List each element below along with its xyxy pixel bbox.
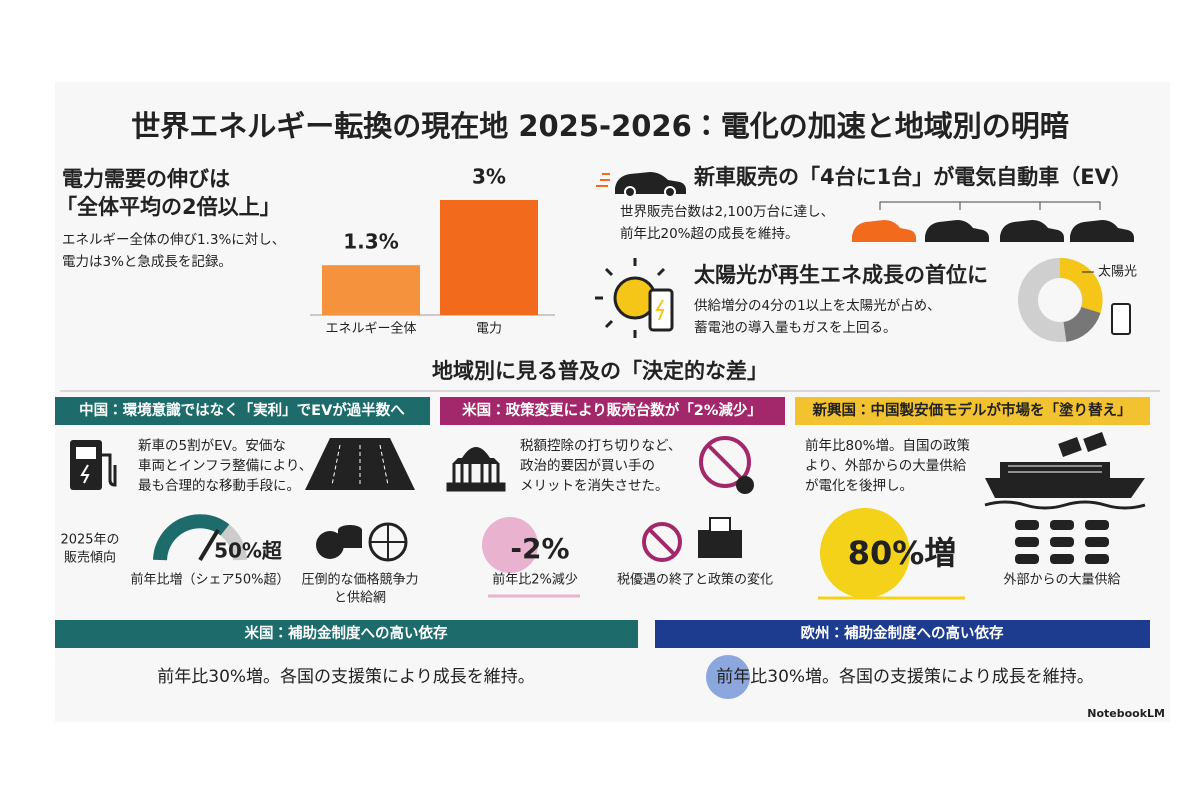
stat-circle — [820, 508, 910, 598]
demand-heading: 電力需要の伸びは — [62, 167, 230, 191]
region-text: 最も合理的な移動手段に。 — [138, 478, 300, 494]
bar-category-label: エネルギー全体 — [325, 322, 416, 337]
stat: 50%超 — [214, 539, 283, 563]
bottom-text: 前年比30%増。各国の支援策により成長を維持。 — [157, 667, 534, 687]
caption: 外部からの大量供給 — [1003, 573, 1120, 588]
bottom-header: 米国：補助金制度への高い依存 — [245, 624, 448, 642]
solar-text: 供給増分の4分の1以上を太陽光が占め、 — [694, 298, 941, 314]
demand-text: 電力は3%と急成長を記録。 — [62, 254, 232, 270]
ship-icon — [984, 432, 1146, 510]
bar-category-label: 電力 — [476, 322, 502, 337]
caption: 圧倒的な価格競争力 — [301, 572, 418, 588]
stat-caption: 前年比2%減少 — [492, 572, 578, 588]
region-text: より、外部からの大量供給 — [805, 458, 967, 474]
title: 世界エネルギー転換の現在地 2025-2026：電化の加速と地域別の明暗 — [131, 109, 1069, 143]
region-header-bg — [795, 397, 1150, 425]
stat-circle — [482, 517, 538, 573]
side-label: 販売傾向 — [64, 550, 116, 566]
section-title: 地域別に見る普及の「決定的な差」 — [432, 359, 768, 383]
bar-value-label: 3% — [472, 165, 506, 189]
region-header: 新興国：中国製安価モデルが市場を「塗り替え」 — [812, 401, 1132, 419]
ballot-icon — [642, 517, 742, 562]
region-text: が電化を後押し。 — [805, 478, 913, 494]
demand-text: エネルギー全体の伸び1.3%に対し、 — [62, 232, 285, 248]
region-text: 車両とインフラ整備により、 — [138, 458, 312, 474]
solar-text: 蓄電池の導入量もガスを上回る。 — [694, 320, 897, 336]
ev-heading: 新車販売の「4台に1台」が電気自動車（EV） — [693, 165, 1132, 189]
donut-legend: 太陽光 — [1098, 265, 1137, 280]
bar-chart: 1.3% エネルギー全体 3% 電力 — [310, 165, 555, 337]
car-icon — [596, 172, 686, 198]
ev-text: 世界販売台数は2,100万台に達し、 — [620, 204, 834, 220]
region-text: 新車の5割がEV。安価な — [138, 438, 286, 454]
stat-caption: 前年比増（シェア50%超） — [131, 572, 290, 588]
donut — [1018, 258, 1131, 342]
bottom-header-bg — [655, 620, 1150, 648]
caption: 税優遇の終了と政策の変化 — [617, 572, 773, 588]
demand-heading: 「全体平均の2倍以上」 — [56, 195, 281, 219]
traffic-icon — [305, 438, 415, 490]
region-header: 中国：環境意識ではなく「実利」でEVが過半数へ — [79, 401, 405, 419]
region-header-bg — [55, 397, 430, 425]
gauge — [153, 514, 247, 562]
bottom-text: 前年比30%増。各国の支援策により成長を維持。 — [716, 667, 1093, 687]
stat: -2% — [510, 532, 569, 565]
charger-icon — [70, 440, 117, 490]
side-label: 2025年の — [60, 533, 119, 548]
footer: NotebookLM — [1087, 707, 1165, 720]
region-header-bg — [440, 397, 785, 425]
bar — [440, 200, 538, 315]
region-text: 税額控除の打ち切りなど、 — [520, 437, 681, 454]
stat: 80%増 — [848, 534, 957, 572]
coins-globe-icon — [316, 522, 408, 562]
region-text: 政治的要因が買い手の — [520, 458, 655, 474]
capitol-icon — [446, 447, 506, 492]
ev-text: 前年比20%超の成長を維持。 — [620, 225, 799, 242]
no-money-icon — [699, 436, 754, 494]
region-header: 米国：政策変更により販売台数が「2%減少」 — [462, 401, 762, 419]
bar — [322, 265, 420, 315]
bottom-header: 欧州：補助金制度への高い依存 — [801, 624, 1004, 642]
region-text: メリットを消失させた。 — [520, 478, 669, 494]
cars-grid-icon — [1015, 520, 1109, 564]
bar-value-label: 1.3% — [343, 230, 398, 254]
solar-heading: 太陽光が再生エネ成長の首位に — [694, 263, 988, 287]
region-text: 前年比80%増。自国の政策 — [805, 437, 971, 454]
cars-row — [852, 201, 1134, 242]
bottom-circle — [706, 655, 750, 699]
caption: と供給網 — [334, 591, 386, 606]
bottom-header-bg — [55, 620, 638, 648]
sun-icon — [595, 258, 674, 338]
